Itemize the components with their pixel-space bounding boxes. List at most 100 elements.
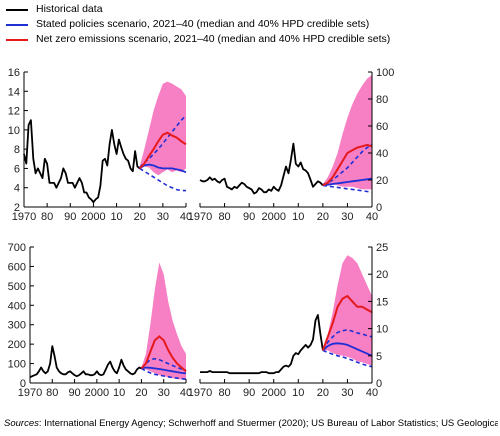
y-tick-label: 0 <box>376 378 382 390</box>
x-tick-label: 90 <box>68 387 80 399</box>
stated-policies-lower-bound <box>139 167 186 192</box>
net-zero-median-line <box>140 335 187 373</box>
y-tick-label: 10 <box>8 125 20 137</box>
x-tick-label: 2000 <box>261 211 285 223</box>
x-tick-label: 90 <box>64 211 76 223</box>
stated-policies-median-line <box>141 366 187 375</box>
credible-set-band <box>141 262 186 381</box>
x-tick-label: 20 <box>135 387 147 399</box>
x-tick-label: 1970 <box>188 211 212 223</box>
x-tick-label: 30 <box>158 387 170 399</box>
y-tick-label: 0 <box>376 202 382 214</box>
legend-swatch-net-zero <box>6 39 28 41</box>
y-tick-label: 100 <box>376 67 394 79</box>
chart-legend: Historical data Stated policies scenario… <box>4 2 494 47</box>
credible-set-band <box>322 74 372 190</box>
chart-panel-1: 2 4 6 8 10 12 14 16 1970 80 90 2000 10 20 30 40 <box>8 67 192 223</box>
x-tick-label: 2000 <box>261 387 285 399</box>
x-tick-label: 30 <box>341 211 353 223</box>
net-zero-median-line <box>138 131 187 170</box>
x-tick-label: 20 <box>317 211 329 223</box>
y-tick-label: 400 <box>8 300 26 312</box>
y-tick-label: 80 <box>376 94 388 106</box>
stated-policies-lower-bound <box>140 367 187 380</box>
x-tick-label: 80 <box>46 387 58 399</box>
historical-data-line <box>23 119 141 204</box>
stated-policies-upper-bound <box>322 144 373 186</box>
chart-panel-4: 0 5 10 15 20 25 1970 80 90 2000 10 20 30 40 <box>188 242 388 399</box>
x-tick-label: 30 <box>157 211 169 223</box>
legend-label-historical: Historical data <box>36 3 103 15</box>
x-tick-label: 2000 <box>81 211 105 223</box>
y-tick-label: 60 <box>376 121 388 133</box>
stated-policies-lower-bound <box>322 349 373 368</box>
x-tick-label: 80 <box>41 211 53 223</box>
y-tick-label: 200 <box>8 339 26 351</box>
x-tick-label: 40 <box>180 387 192 399</box>
y-tick-label: 10 <box>376 324 388 336</box>
y-tick-label: 8 <box>14 144 20 156</box>
chart-panel-3: 0 100 200 300 400 500 600 700 1970 80 90 2000 10 20 30… <box>8 242 192 399</box>
x-tick-label: 2000 <box>85 387 109 399</box>
stated-policies-upper-bound <box>322 328 373 350</box>
x-tick-label: 90 <box>243 387 255 399</box>
stated-policies-lower-bound <box>322 184 373 193</box>
y-tick-label: 0 <box>20 378 26 390</box>
legend-item-net-zero: Net zero emissions scenario, 2021–40 (me… <box>4 32 494 47</box>
historical-data-line <box>200 314 324 375</box>
stated-policies-median-line <box>322 342 373 357</box>
x-tick-label: 1970 <box>18 387 42 399</box>
x-tick-label: 10 <box>110 211 122 223</box>
x-tick-label: 10 <box>113 387 125 399</box>
x-tick-label: 1970 <box>12 211 36 223</box>
y-tick-label: 2 <box>14 202 20 214</box>
y-tick-label: 600 <box>8 261 26 273</box>
x-tick-label: 40 <box>366 211 378 223</box>
y-tick-label: 700 <box>8 242 26 254</box>
x-tick-label: 40 <box>180 211 192 223</box>
legend-label-stated-policies: Stated policies scenario, 2021–40 (media… <box>36 18 370 30</box>
stated-policies-median-line <box>139 163 187 174</box>
y-tick-label: 15 <box>376 296 388 308</box>
x-tick-label: 40 <box>366 387 378 399</box>
y-tick-label: 14 <box>8 86 20 98</box>
legend-label-net-zero: Net zero emissions scenario, 2021–40 (me… <box>36 33 391 45</box>
sources-lead: Sources <box>4 418 39 429</box>
y-tick-label: 16 <box>8 67 20 79</box>
y-tick-label: 6 <box>14 163 20 175</box>
stated-policies-upper-bound <box>140 357 187 372</box>
y-tick-label: 500 <box>8 281 26 293</box>
y-tick-label: 300 <box>8 320 26 332</box>
y-tick-label: 12 <box>8 106 20 118</box>
historical-data-line <box>199 142 324 195</box>
net-zero-median-line <box>322 143 373 187</box>
x-tick-label: 1970 <box>188 387 212 399</box>
y-tick-label: 5 <box>376 351 382 363</box>
legend-item-historical: Historical data <box>4 2 494 17</box>
sources-note: Sources: International Energy Agency; Sc… <box>4 418 498 429</box>
x-tick-label: 80 <box>218 387 230 399</box>
x-tick-label: 10 <box>292 387 304 399</box>
legend-swatch-historical <box>6 9 28 11</box>
stated-policies-median-line <box>322 177 373 187</box>
x-tick-label: 20 <box>134 211 146 223</box>
y-tick-label: 20 <box>376 175 388 187</box>
y-tick-label: 20 <box>376 269 388 281</box>
x-tick-label: 80 <box>218 211 230 223</box>
chart-panel-2: 0 20 40 60 80 100 1970 80 90 2000 10 20 30 40 <box>188 67 395 223</box>
y-tick-label: 40 <box>376 148 388 160</box>
x-tick-label: 90 <box>243 211 255 223</box>
legend-swatch-stated-policies <box>6 24 28 26</box>
x-tick-label: 30 <box>341 387 353 399</box>
legend-item-stated-policies: Stated policies scenario, 2021–40 (media… <box>4 17 494 32</box>
credible-set-band <box>322 255 372 366</box>
sources-text: : International Energy Agency; Schwerhof… <box>38 418 498 429</box>
historical-data-line <box>29 345 142 379</box>
y-tick-label: 25 <box>376 242 388 254</box>
net-zero-median-line <box>321 294 373 351</box>
y-tick-label: 100 <box>8 359 26 371</box>
y-tick-label: 4 <box>14 183 20 195</box>
x-tick-label: 10 <box>292 211 304 223</box>
x-tick-label: 20 <box>317 387 329 399</box>
